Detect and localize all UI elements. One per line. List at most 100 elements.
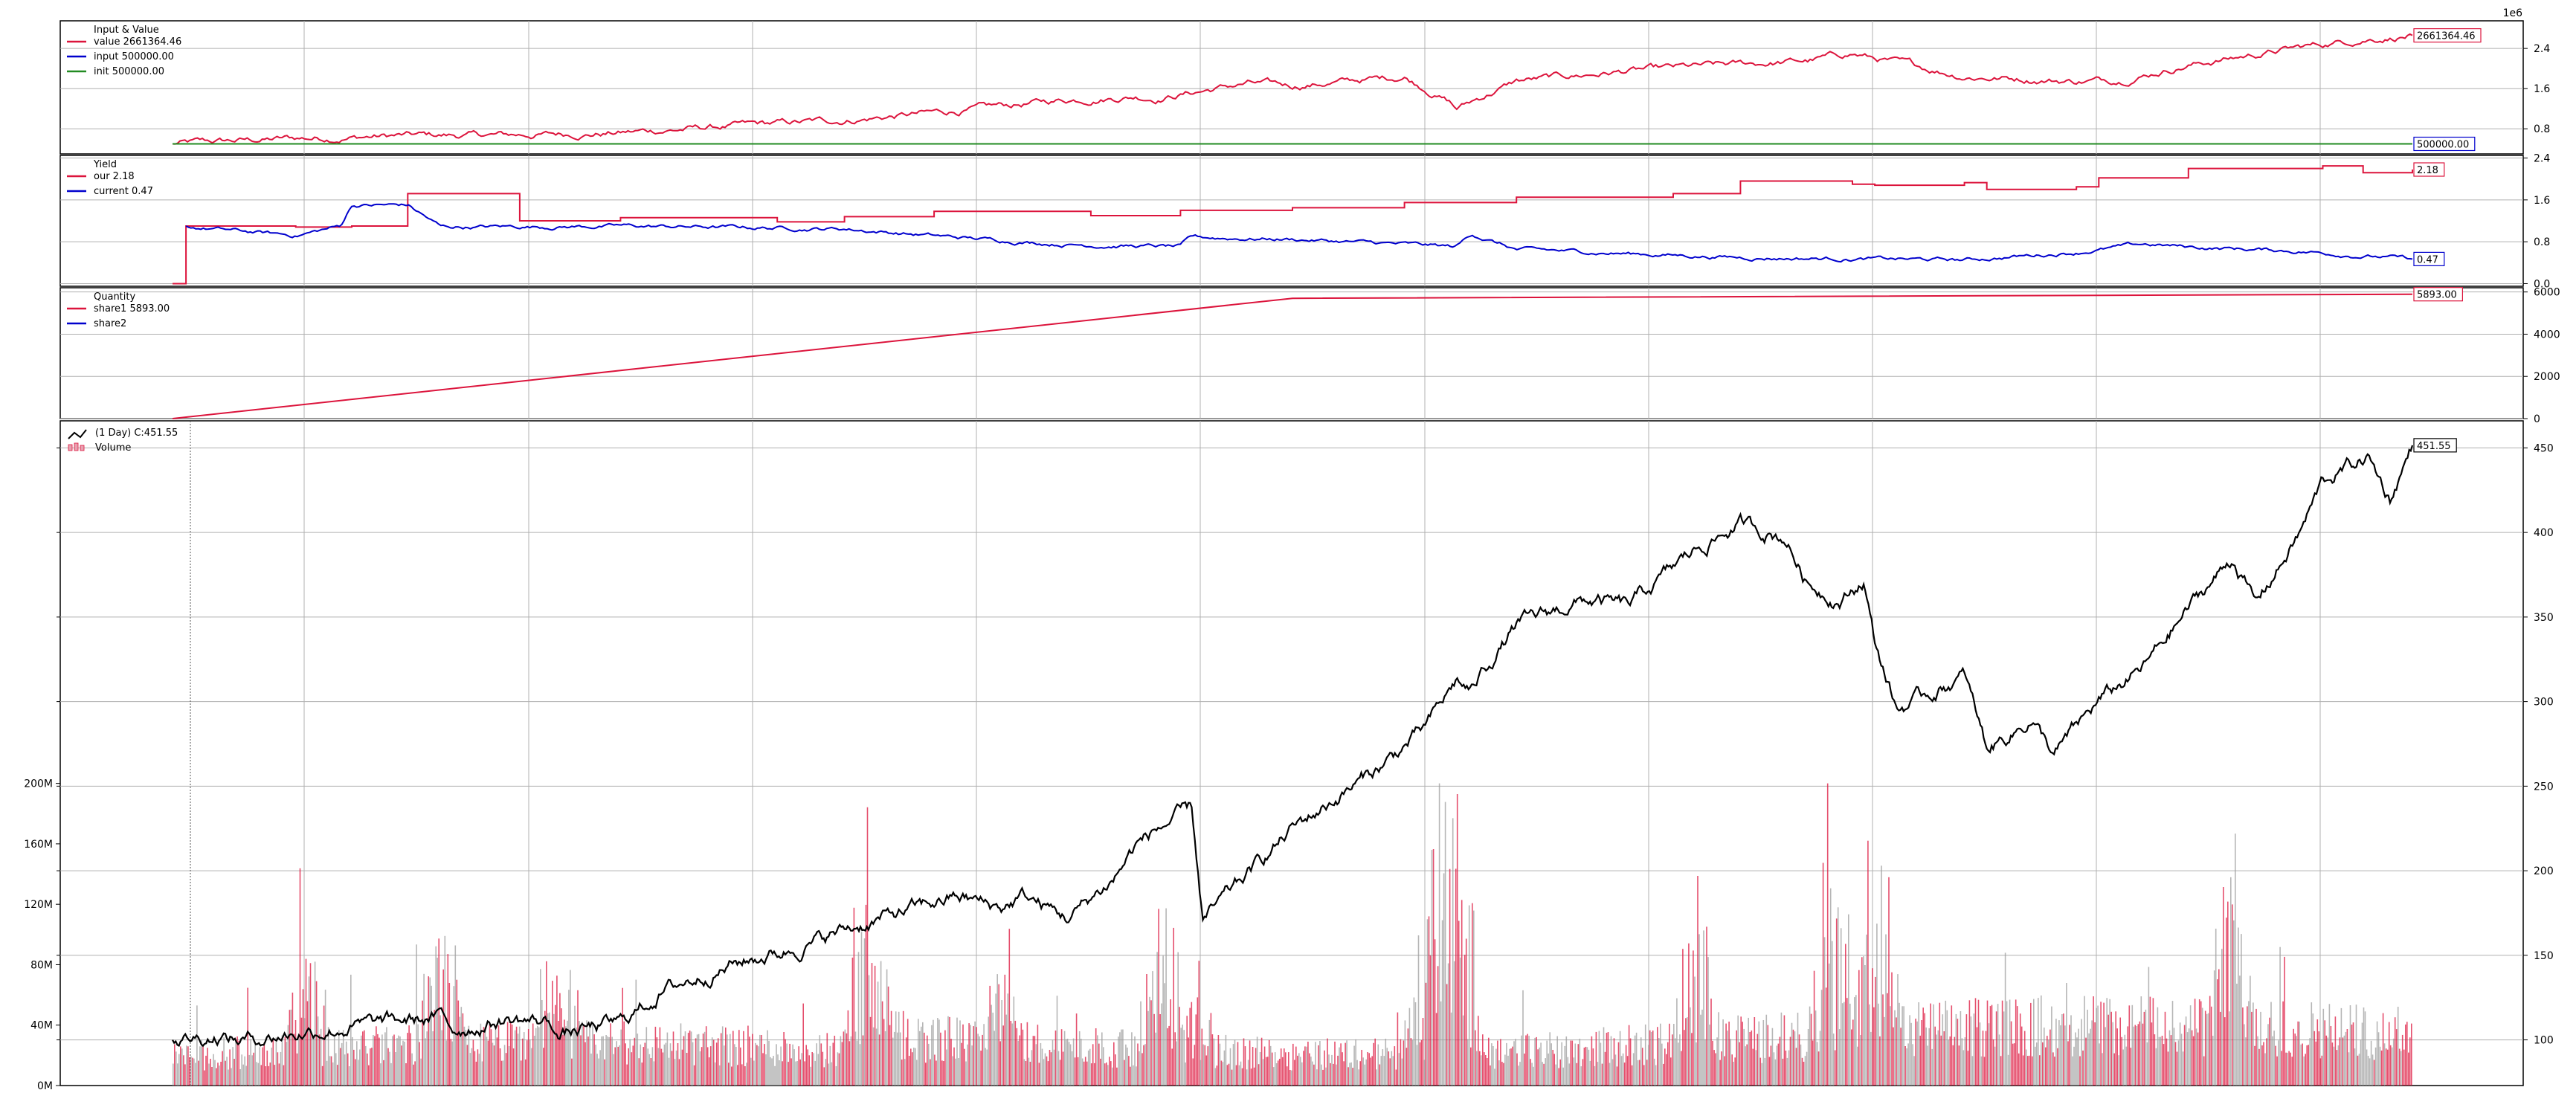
volume-bar [1380,1056,1382,1086]
volume-bar [1643,1065,1645,1086]
volume-bar [1115,1054,1116,1086]
volume-bar [1748,1017,1749,1086]
volume-bar [173,1063,174,1086]
volume-bar [2382,1013,2384,1086]
volume-bar [524,1059,527,1086]
volume-bar [880,961,882,1086]
volume-bar [1915,1019,1916,1086]
volume-bar [283,1065,285,1086]
volume-bar [523,1032,525,1086]
volume-bar [2306,1045,2308,1086]
volume-bar [509,1021,512,1086]
volume-bar [336,1065,338,1086]
volume-bar [650,1058,652,1086]
volume-bar [2018,1053,2020,1086]
volume-bar [1543,1063,1545,1086]
volume-bar [1031,1050,1033,1086]
volume-bar [1161,1003,1162,1086]
volume-bar [1262,1059,1264,1086]
volume-bar [1092,1044,1094,1086]
volume-bar [241,1054,242,1086]
volume-bar [1916,1021,1918,1086]
volume-bar [1791,1022,1793,1086]
volume-bar [294,1020,297,1086]
volume-bar [1900,1028,1902,1086]
volume-bar [705,1026,707,1086]
volume-bar [2151,1022,2153,1086]
volume-bar [1795,1048,1797,1086]
volume-bar [955,1058,956,1086]
y-tick-label: 150 [2534,950,2554,962]
volume-bar [1315,1042,1316,1086]
volume-bar [953,1047,955,1086]
volume-bar [1377,1044,1379,1086]
volume-bar [2045,1047,2047,1086]
volume-bar [2127,1026,2129,1086]
volume-bar [1426,919,1429,1086]
volume-bar [1897,974,1899,1086]
volume-bar [619,1045,620,1086]
volume-bar [747,1025,749,1086]
volume-bar [2355,1004,2357,1086]
volume-bar [2251,1011,2253,1086]
volume-bar [985,1048,986,1086]
volume-bar [1446,984,1448,1086]
volume-bar [2363,1007,2365,1086]
volume-bar [2212,1036,2214,1086]
volume-bar [1798,1034,1800,1086]
volume-bar [226,1057,228,1086]
volume-bar [708,1057,710,1086]
volume-bar [521,1038,524,1086]
volume-bar [2146,1042,2148,1086]
volume-bar [220,1062,222,1086]
volume-bar [1444,802,1446,1086]
volume-bar [347,1053,349,1086]
volume-bar [306,1001,309,1086]
volume-bar [898,1011,900,1086]
volume-bar [1848,914,1849,1086]
volume-bar [1522,990,1524,1086]
volume-bar [1873,1007,1875,1086]
volume-bar [886,969,888,1086]
volume-bar [2133,1026,2135,1086]
volume-bar [1835,918,1838,1086]
volume-bar [1252,1047,1254,1086]
y-tick-label: 1.6 [2534,83,2550,95]
volume-bar [1716,1037,1718,1086]
volume-bar [1362,1057,1364,1086]
volume-bar [192,1057,193,1086]
volume-bar [1272,1067,1275,1086]
volume-bar [702,1033,704,1086]
volume-bar [1097,1035,1098,1086]
volume-bar [1506,1042,1507,1086]
volume-bar [1119,1032,1121,1086]
volume-bar [407,1033,408,1086]
volume-bar [353,1049,355,1086]
volume-bar [741,1064,743,1086]
volume-bar [1405,1048,1408,1086]
volume-bar [490,1029,492,1086]
volume-bar [1260,1037,1263,1086]
volume-bar [1628,1025,1630,1086]
volume-bar [502,1060,504,1086]
volume-bar [2032,1056,2033,1086]
volume-bar [219,1065,220,1086]
volume-bar [277,1052,279,1086]
volume-bar [1962,1050,1965,1086]
volume-bar [213,1054,214,1086]
volume-bar [1319,1041,1321,1086]
volume-bar [2093,996,2094,1086]
volume-bar [593,1034,595,1086]
volume-bar [2385,1048,2387,1086]
volume-bar [1899,1002,1900,1086]
volume-bar [223,1037,225,1086]
volume-bar [2137,1024,2139,1086]
volume-bar [1610,1036,1612,1086]
volume-bar [783,1032,785,1086]
volume-bar [1727,1031,1728,1086]
volume-bar [721,1026,724,1086]
volume-bar [2054,1057,2055,1086]
volume-bar [1447,963,1449,1086]
volume-bar [562,1034,564,1086]
volume-bar [2349,1005,2351,1086]
